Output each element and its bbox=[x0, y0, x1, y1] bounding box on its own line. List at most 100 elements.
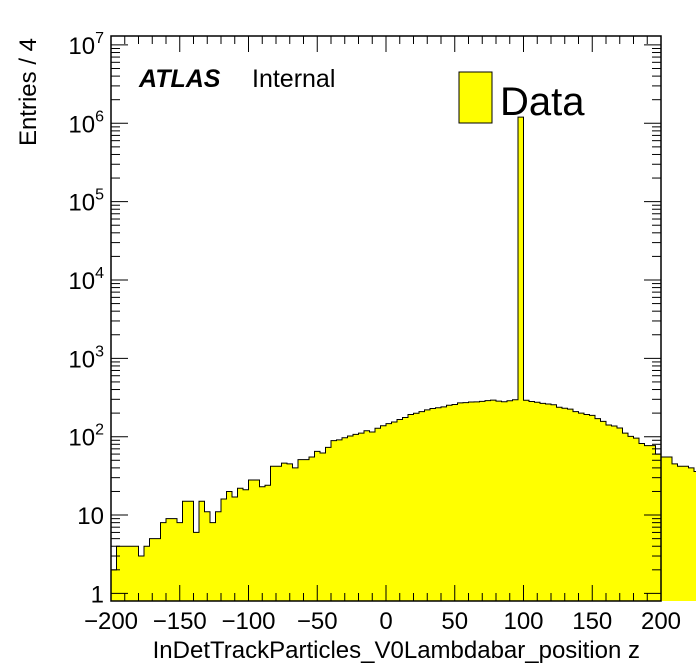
histogram-bin bbox=[380, 425, 386, 601]
histogram-bin bbox=[622, 433, 628, 601]
histogram-bin bbox=[122, 546, 128, 601]
histogram-bin bbox=[265, 485, 271, 601]
histogram-bin bbox=[534, 402, 540, 601]
histogram-bin bbox=[298, 459, 304, 601]
histogram-bin bbox=[133, 546, 139, 601]
histogram-bin bbox=[556, 407, 562, 601]
histogram-bin bbox=[567, 409, 573, 601]
histogram-bin bbox=[452, 404, 458, 601]
y-axis-ticks bbox=[111, 44, 661, 594]
histogram-bin bbox=[287, 463, 293, 601]
histogram-bin bbox=[683, 466, 689, 601]
histogram-bin bbox=[270, 466, 276, 601]
histogram-bin bbox=[562, 408, 568, 601]
histogram-bin bbox=[435, 407, 441, 601]
histogram-bin bbox=[303, 459, 309, 601]
x-axis-tick-labels: −200 −150 −100 −50 0 50 100 150 200 bbox=[84, 608, 681, 635]
histogram-bin bbox=[512, 399, 518, 601]
histogram-bin bbox=[573, 411, 579, 601]
histogram-bin bbox=[474, 401, 480, 601]
histogram-outline bbox=[111, 116, 696, 571]
histogram-bin bbox=[523, 400, 529, 601]
histogram-bin bbox=[589, 415, 595, 601]
histogram-bin bbox=[424, 409, 430, 601]
x-tick-label: −100 bbox=[221, 608, 275, 635]
histogram-bin bbox=[688, 467, 694, 601]
histogram-bin bbox=[408, 414, 414, 601]
histogram-bin bbox=[166, 518, 172, 601]
legend-swatch bbox=[458, 71, 493, 124]
y-axis-tick-labels: 1 10 102 103 104 105 106 107 bbox=[68, 30, 104, 608]
histogram-bin bbox=[182, 501, 188, 601]
histogram-bin bbox=[617, 428, 623, 601]
histogram-bin bbox=[127, 546, 133, 601]
histogram-bin bbox=[501, 401, 507, 601]
x-axis-title: InDetTrackParticles_V0Lambdabar_position… bbox=[153, 637, 640, 664]
histogram-bin bbox=[353, 434, 359, 601]
histogram-bin bbox=[518, 117, 524, 601]
histogram-bars bbox=[111, 116, 696, 601]
histogram-bin bbox=[325, 447, 331, 601]
y-tick-label: 105 bbox=[68, 187, 104, 217]
histogram-bin bbox=[314, 451, 320, 601]
y-tick-label: 103 bbox=[68, 343, 104, 373]
histogram-bin bbox=[232, 496, 238, 601]
histogram-bin bbox=[441, 406, 447, 601]
histogram-bin bbox=[116, 546, 122, 601]
histogram-bin bbox=[292, 467, 298, 601]
histogram-bin bbox=[600, 421, 606, 601]
histogram-bin bbox=[364, 430, 370, 601]
histogram-bin bbox=[331, 440, 337, 601]
histogram-bin bbox=[578, 413, 584, 601]
y-axis-title: Entries / 4 bbox=[15, 38, 42, 146]
histogram-bin bbox=[248, 480, 254, 601]
histogram-bin bbox=[320, 452, 326, 601]
histogram-bin bbox=[457, 402, 463, 601]
histogram-bin bbox=[666, 457, 672, 601]
histogram-bin bbox=[358, 433, 364, 601]
histogram-bin bbox=[468, 402, 474, 601]
histogram-bin bbox=[540, 403, 546, 601]
atlas-label: ATLAS Internal bbox=[138, 65, 335, 93]
histogram-bin bbox=[237, 488, 243, 601]
histogram-bin bbox=[672, 463, 678, 601]
histogram-bin bbox=[177, 522, 183, 601]
x-tick-label: 50 bbox=[441, 608, 468, 635]
histogram-bin bbox=[606, 425, 612, 601]
histogram-bin bbox=[276, 466, 282, 601]
histogram-bin bbox=[446, 405, 452, 601]
histogram-bin bbox=[259, 486, 265, 601]
histogram-bin bbox=[551, 404, 557, 601]
histogram-bin bbox=[226, 491, 232, 601]
y-tick-label: 102 bbox=[68, 422, 104, 452]
histogram-bin bbox=[633, 438, 639, 601]
legend: Data bbox=[458, 71, 585, 124]
histogram-bin bbox=[677, 466, 683, 601]
histogram-bin bbox=[375, 428, 381, 601]
histogram-bin bbox=[309, 457, 315, 601]
histogram-bin bbox=[369, 431, 375, 601]
histogram-bin bbox=[199, 501, 205, 601]
histogram-bin bbox=[584, 414, 590, 601]
histogram-bin bbox=[193, 532, 199, 601]
histogram-bin bbox=[644, 445, 650, 601]
histogram-bin bbox=[254, 480, 260, 601]
histogram-bin bbox=[281, 463, 287, 601]
histogram-bin bbox=[155, 538, 161, 601]
histogram-bin bbox=[391, 422, 397, 601]
histogram-bin bbox=[336, 439, 342, 601]
histogram-bin bbox=[485, 400, 491, 601]
histogram-bin bbox=[639, 443, 645, 601]
y-tick-label: 10 bbox=[77, 503, 104, 530]
histogram-bin bbox=[221, 499, 227, 601]
histogram-bin bbox=[419, 411, 425, 601]
histogram-bin bbox=[650, 445, 656, 601]
histogram-bin bbox=[149, 538, 155, 601]
histogram-bin bbox=[545, 404, 551, 601]
histogram-bin bbox=[210, 522, 216, 601]
histogram-bin bbox=[490, 400, 496, 601]
histogram-bin bbox=[111, 569, 117, 601]
histogram-bin bbox=[386, 423, 392, 601]
x-tick-label: −150 bbox=[153, 608, 207, 635]
